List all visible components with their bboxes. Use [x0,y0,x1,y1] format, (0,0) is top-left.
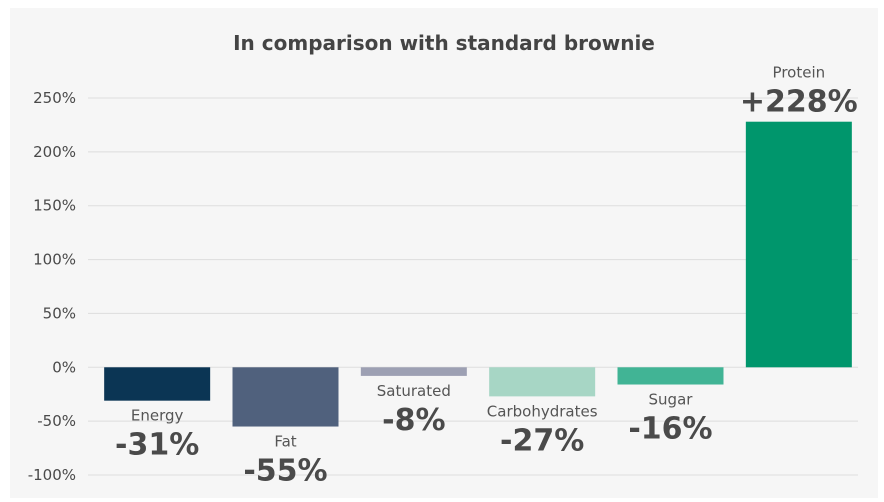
category-label: Sugar [649,391,694,409]
y-tick-label: 250% [33,89,76,107]
bar-energy [104,367,211,401]
y-tick-label: 50% [43,304,76,322]
chart-panel: In comparison with standard brownie -100… [10,8,878,498]
bars [104,121,852,427]
y-tick-label: -100% [28,466,76,484]
y-tick-label: 200% [33,143,76,161]
bar-labels: Energy -31% Fat -55% Saturated -8% Carbohydrat… [115,64,858,489]
value-label: -31% [115,428,199,463]
grid-layer [88,97,858,476]
category-label: Fat [274,433,296,451]
value-label: +228% [740,85,858,120]
value-label: -8% [382,403,445,438]
y-tick-label: 100% [33,251,76,269]
bar-saturated [360,367,467,376]
category-label: Protein [773,64,826,82]
category-label: Carbohydrates [487,402,598,420]
bar-sugar [617,367,724,385]
y-tick-label: 0% [52,358,76,376]
bar-chart: In comparison with standard brownie -100… [28,31,858,489]
y-axis-ticks: -100% -50% 0% 50% 100% 150% 200% 250% [28,89,76,484]
bar-carbohydrates [489,367,596,397]
category-label: Energy [131,407,184,425]
chart-title: In comparison with standard brownie [233,31,655,55]
category-label: Saturated [377,382,451,400]
y-tick-label: 150% [33,197,76,215]
bar-protein [745,121,852,368]
y-tick-label: -50% [37,412,76,430]
value-label: -16% [628,412,712,447]
value-label: -27% [500,423,584,458]
value-label: -55% [243,454,327,489]
bar-fat [232,367,339,427]
